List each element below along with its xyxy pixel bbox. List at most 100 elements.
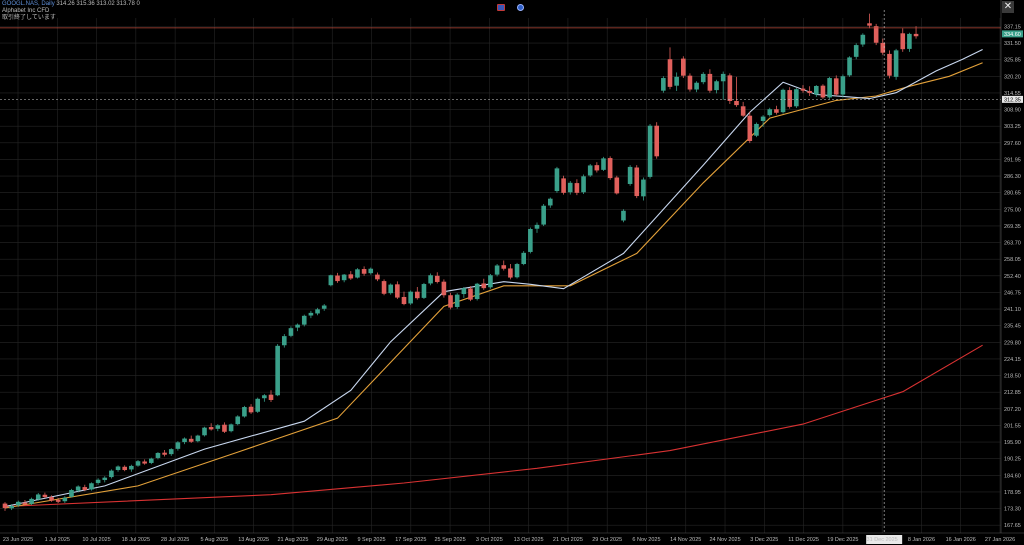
ma-slow-line xyxy=(4,344,983,508)
candle-body xyxy=(887,53,892,76)
ohlc-values: 314.26 315.36 313.02 313.78 0 xyxy=(56,1,140,7)
x-tick-label: 14 Nov 2025 xyxy=(670,537,701,543)
candle xyxy=(514,262,520,279)
y-tick-label: 331.50 xyxy=(1004,41,1021,47)
candle-body xyxy=(188,438,194,442)
candle-body xyxy=(774,109,779,113)
candle xyxy=(847,56,852,77)
candle-body xyxy=(388,284,393,294)
candle-body xyxy=(461,288,467,295)
candle-body xyxy=(182,438,187,443)
candle xyxy=(202,426,207,437)
x-tick-label: 8 Jan 2026 xyxy=(908,537,935,543)
candle-body xyxy=(49,497,54,501)
candle-body xyxy=(661,78,666,91)
candle-body xyxy=(135,461,141,466)
candle xyxy=(9,504,14,511)
time-axis[interactable]: 23 Jun 2025 1 Jul 2025 10 Jul 2025 18 Jul 2… xyxy=(0,532,1024,544)
candle-body xyxy=(814,85,819,95)
candle xyxy=(69,488,74,498)
candle xyxy=(461,286,467,298)
candle xyxy=(714,79,719,94)
x-tick-label: 17 Sep 2025 xyxy=(395,537,426,543)
candle-body xyxy=(647,125,653,177)
candle-body xyxy=(22,502,28,505)
candle xyxy=(415,286,420,300)
candle xyxy=(195,434,201,443)
candle-body xyxy=(567,182,573,193)
candle-body xyxy=(62,497,68,502)
candle-body xyxy=(687,75,693,90)
candle xyxy=(321,304,327,311)
x-tick-label: 29 Aug 2025 xyxy=(317,537,348,543)
candle xyxy=(115,465,121,472)
candle-body xyxy=(734,100,739,106)
close-icon[interactable]: ✕ xyxy=(1002,1,1014,13)
candle xyxy=(860,33,866,47)
ma-mid-line xyxy=(4,62,983,509)
flag-icon[interactable] xyxy=(497,4,505,11)
candle-body xyxy=(907,33,912,49)
candle xyxy=(49,495,54,502)
candle xyxy=(175,441,181,451)
candle xyxy=(408,290,413,305)
x-tick-label: 21 Aug 2025 xyxy=(278,537,309,543)
timeframe: Daily xyxy=(41,1,55,7)
candle xyxy=(341,274,347,283)
candle-body xyxy=(853,45,859,57)
candle-body xyxy=(42,494,48,498)
candle xyxy=(567,181,573,195)
candle xyxy=(361,266,367,276)
candle xyxy=(268,390,274,403)
candle-body xyxy=(9,505,14,509)
ma-fast-line xyxy=(4,49,983,508)
candle xyxy=(474,282,480,301)
candle xyxy=(428,273,433,286)
y-tick-label: 320.20 xyxy=(1004,74,1021,80)
candle-body xyxy=(228,424,234,432)
candle-body xyxy=(275,345,280,396)
y-tick-label: 184.60 xyxy=(1004,473,1021,479)
candle-body xyxy=(554,168,560,192)
y-tick-label: 195.90 xyxy=(1004,440,1021,446)
candle-body xyxy=(115,466,121,471)
y-tick-label: 291.95 xyxy=(1004,157,1021,163)
candle-body xyxy=(574,183,580,193)
candle xyxy=(700,72,706,85)
candle xyxy=(155,452,161,460)
candle-body xyxy=(348,274,354,279)
candle xyxy=(142,459,147,465)
price-axis[interactable]: 337.15 331.50 325.85 320.20 314.55 308.90 303.… xyxy=(1000,0,1023,533)
candle xyxy=(494,264,500,277)
candle-body xyxy=(488,275,493,288)
candle xyxy=(681,56,686,79)
candle xyxy=(434,272,440,284)
symbol-header: GOOGL.NAS, Daily 314.26 315.36 313.02 31… xyxy=(2,1,140,7)
candle-body xyxy=(315,309,320,314)
candle xyxy=(215,424,221,432)
candle xyxy=(348,271,354,280)
candle-body xyxy=(109,470,114,478)
candle-body xyxy=(102,477,108,481)
candle-body xyxy=(893,50,899,77)
candle-body xyxy=(89,483,94,490)
candle-body xyxy=(381,281,387,294)
candle-body xyxy=(242,407,247,417)
candle-body xyxy=(215,425,221,429)
candle-body xyxy=(441,281,447,296)
candle-body xyxy=(468,288,473,300)
candle xyxy=(481,278,487,290)
candle-body xyxy=(162,452,167,455)
candle xyxy=(454,293,460,309)
candle xyxy=(541,203,546,227)
candle xyxy=(820,84,826,99)
x-tick-label: 25 Sep 2025 xyxy=(434,537,465,543)
candle xyxy=(468,286,473,302)
candle-body xyxy=(149,458,154,463)
crosshair-price-label: 312.35 xyxy=(1004,97,1021,103)
clock-icon[interactable] xyxy=(517,4,524,11)
candle-body xyxy=(720,73,726,82)
candle-body xyxy=(621,210,626,221)
last-price-label: 334.60 xyxy=(1004,32,1021,38)
